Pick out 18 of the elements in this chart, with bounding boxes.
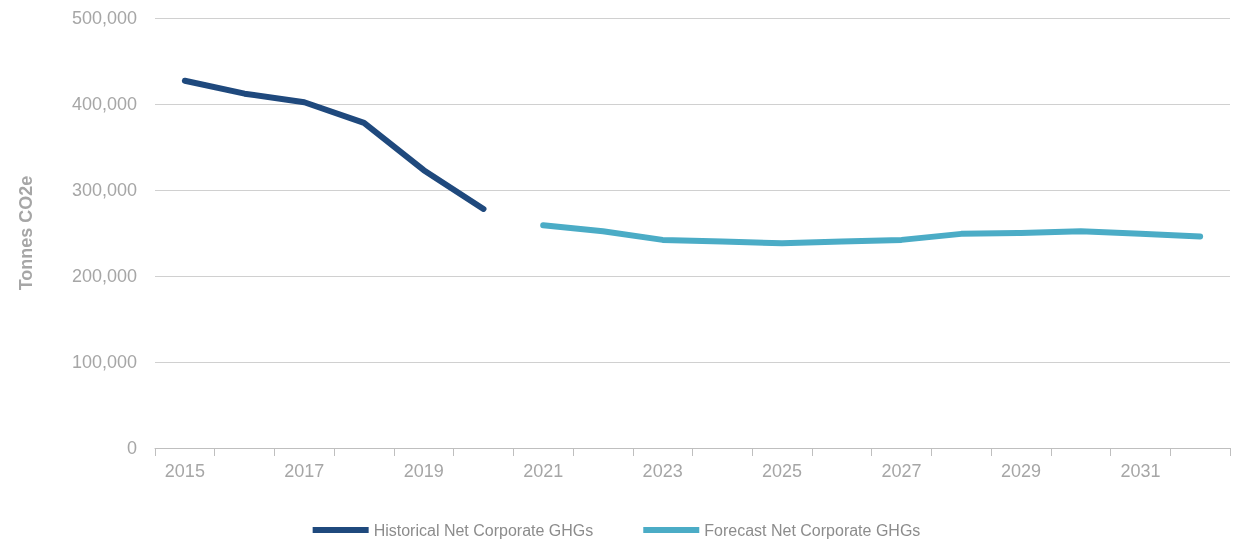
x-tick-label: 2015 (164, 461, 205, 481)
x-tick-label: 2023 (642, 461, 683, 481)
x-tick-label: 2017 (284, 461, 325, 481)
y-tick-label: 200,000 (71, 266, 137, 286)
x-tick-label: 2029 (1000, 461, 1041, 481)
y-tick-label: 300,000 (71, 180, 137, 200)
y-tick-label: 400,000 (71, 94, 137, 114)
y-tick-label: 100,000 (71, 352, 137, 372)
y-axis-title: Tonnes CO2e (16, 175, 36, 291)
y-tick-label: 500,000 (71, 8, 137, 28)
x-tick-label: 2031 (1120, 461, 1161, 481)
legend-label: Forecast Net Corporate GHGs (704, 521, 921, 539)
legend-label: Historical Net Corporate GHGs (373, 521, 594, 539)
x-tick-label: 2019 (403, 461, 444, 481)
x-tick-label: 2027 (881, 461, 922, 481)
y-tick-label: 0 (126, 438, 137, 458)
x-tick-label: 2021 (523, 461, 564, 481)
x-tick-label: 2025 (762, 461, 803, 481)
